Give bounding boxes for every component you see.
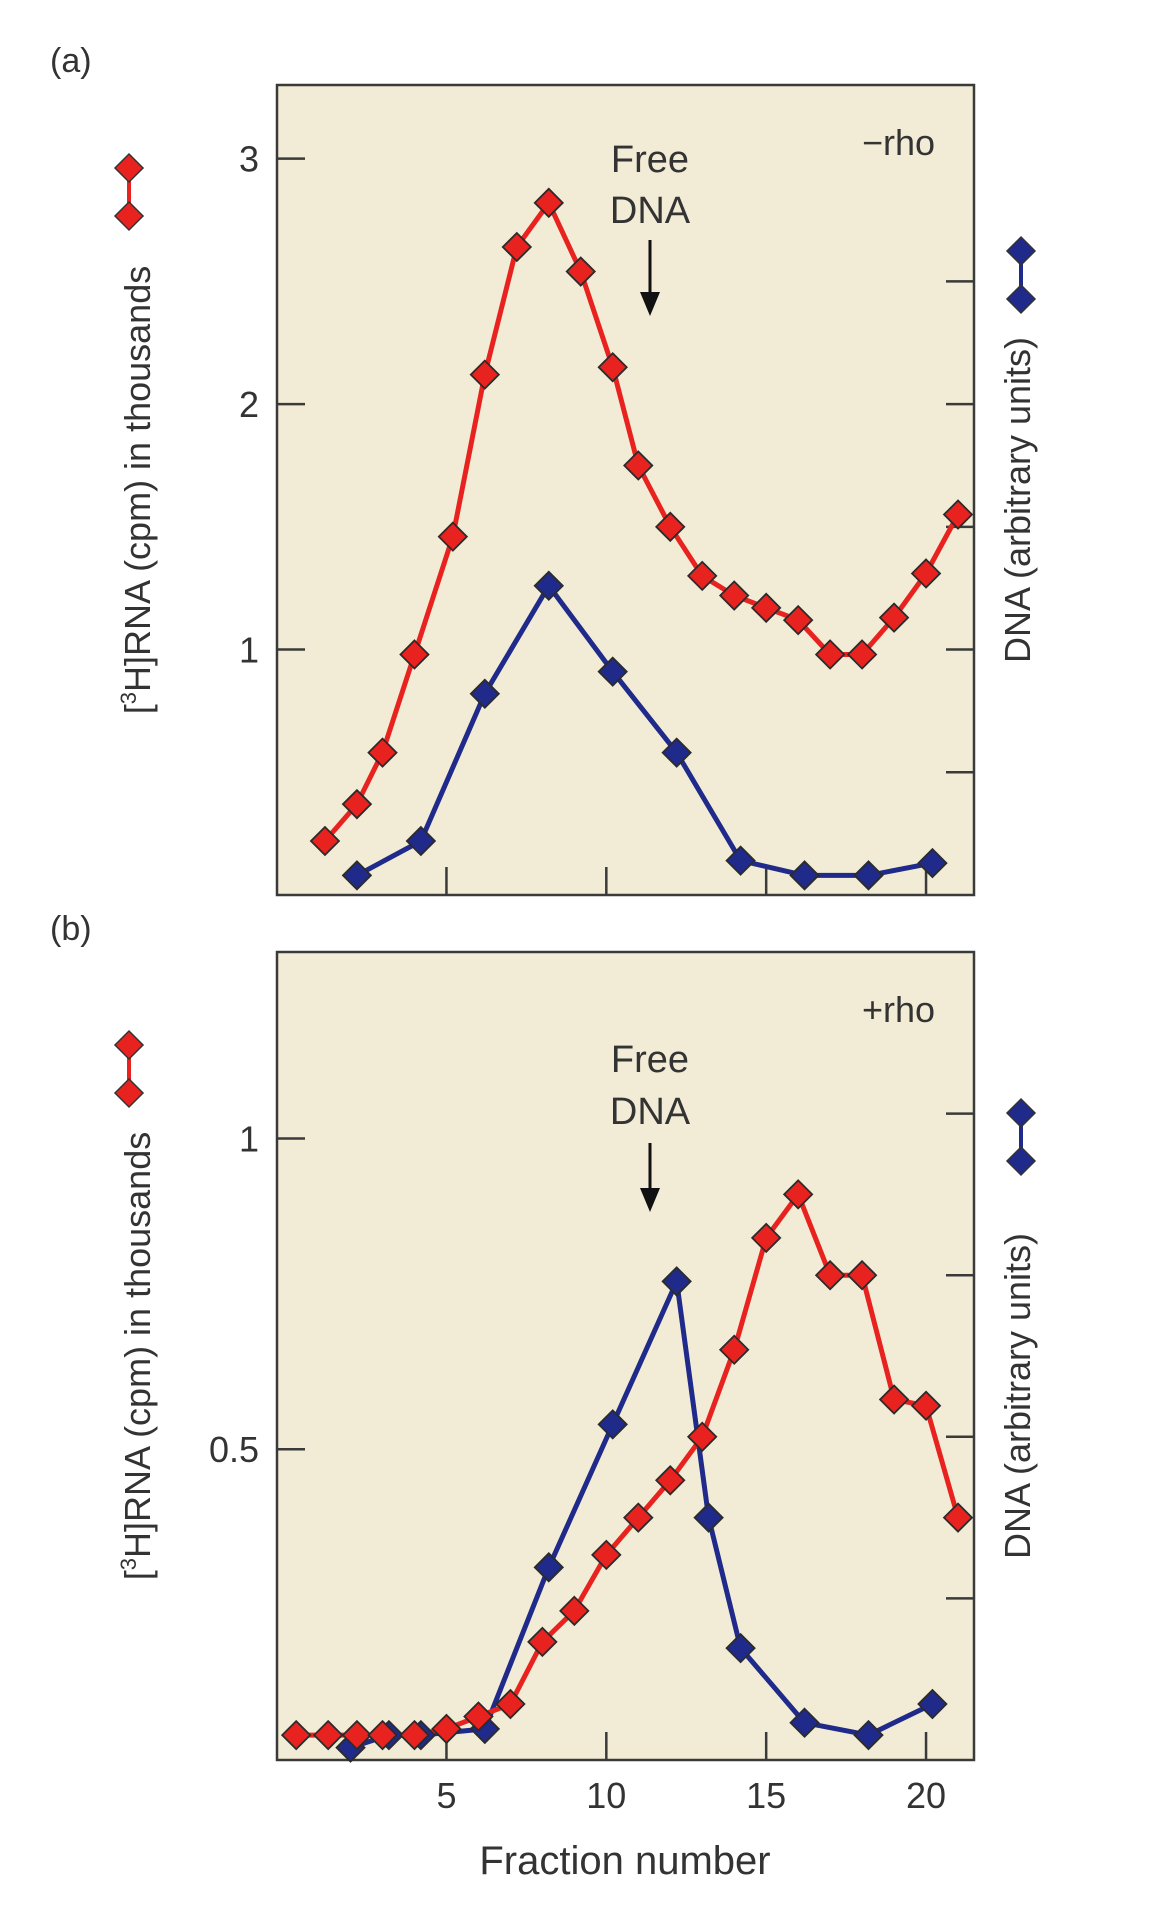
panel-b-x-tick-label: 5: [436, 1775, 456, 1816]
panel-b-arrow-label-line1: Free: [611, 1039, 689, 1081]
panel-a-annotation: −rho: [862, 122, 935, 163]
panel-b: (b) +rho Free DNA 0.515 10 15 20 [3H]RNA (c…: [50, 910, 1038, 1883]
panel-b-dna-point: [661, 1266, 692, 1297]
panel-a-dna-point: [469, 678, 501, 709]
panel-b-y-tick-label: 1: [239, 1118, 259, 1159]
panel-a-rna-point: [782, 604, 814, 636]
panel-b-rna-point: [718, 1334, 750, 1366]
panel-b-dna-point: [533, 1552, 565, 1583]
panel-a-y-axis-label: [3H]RNA (cpm) in thousands: [116, 266, 158, 714]
panel-a-rna-point: [341, 788, 373, 820]
panel-b-x-tick-label: 15: [746, 1775, 786, 1816]
panel-a-y2-axis-label: DNA (arbitrary units): [997, 337, 1038, 663]
panel-b-red-legend-glyph: [113, 1029, 145, 1109]
panel-b-rna-point: [750, 1222, 782, 1254]
panel-b-free-dna-arrow: [640, 1143, 660, 1212]
panel-b-y-axis-label: [3H]RNA (cpm) in thousands: [116, 1132, 158, 1580]
panel-b-y-tick-label: 0.5: [209, 1429, 259, 1470]
panel-b-rna-point: [495, 1688, 526, 1720]
panel-b-rna-point: [942, 1502, 974, 1533]
panel-a-dna-point: [917, 847, 948, 879]
panel-a-dna-point: [661, 737, 692, 768]
panel-a-y-tick-label: 3: [239, 139, 259, 180]
panel-a-blue-legend-glyph: [1005, 235, 1037, 315]
panel-b-y2-axis-label: DNA (arbitrary units): [997, 1233, 1038, 1559]
panel-a: (a) −rho Free DNA 1 2 3 [3H]RNA (cpm) in t…: [50, 42, 1038, 897]
panel-a-rna-point: [565, 256, 597, 287]
panel-b-dna-point: [725, 1632, 756, 1664]
panel-a-red-legend-glyph: [113, 152, 145, 232]
panel-a-dna-point: [405, 825, 437, 857]
panel-a-dna-point: [853, 860, 884, 891]
panel-a-rna-point: [910, 558, 942, 589]
panel-b-rna-point: [686, 1421, 718, 1453]
panel-b-rna-point: [910, 1390, 942, 1421]
panel-a-rna-point: [846, 639, 878, 670]
panel-a-rna-point: [750, 592, 782, 624]
panel-a-y-tick-label: 1: [239, 630, 259, 671]
panel-a-free-dna-arrow: [640, 240, 660, 316]
panel-a-rna-point: [437, 521, 469, 552]
panel-a-y-tick-label: 2: [239, 384, 259, 425]
panel-b-rna-point: [782, 1179, 814, 1210]
x-axis-label: Fraction number: [479, 1839, 770, 1883]
panel-b-dna-point: [917, 1688, 948, 1720]
panel-b-rna-point: [312, 1719, 344, 1751]
panel-b-rna-point: [367, 1719, 398, 1751]
panel-b-rna-point: [559, 1595, 590, 1627]
panel-b-arrow-label-line2: DNA: [610, 1091, 691, 1133]
panel-a-rna-point: [686, 560, 718, 592]
panel-b-dna-point: [853, 1719, 884, 1751]
panel-a-rna-point: [942, 499, 974, 530]
panel-b-rna-point: [846, 1259, 878, 1291]
panel-a-rna-point: [533, 187, 565, 219]
panel-b-series: [280, 1179, 974, 1763]
panel-b-blue-legend-glyph: [1005, 1097, 1037, 1177]
panel-a-rna-point: [718, 580, 750, 611]
panel-a-series-line-dna: [355, 583, 933, 878]
panel-b-rna-point: [814, 1259, 846, 1291]
panel-b-rna-point: [591, 1539, 622, 1571]
panel-a-dna-point: [789, 860, 820, 891]
panel-b-rna-point: [463, 1701, 494, 1732]
panel-b-annotation: +rho: [862, 989, 935, 1030]
panel-b-rna-point: [341, 1719, 373, 1751]
panel-b-rna-point: [623, 1502, 654, 1533]
panel-a-dna-point: [597, 656, 628, 687]
panel-a-arrow-label-line2: DNA: [610, 190, 691, 232]
panel-b-x-tick-label: 10: [586, 1775, 626, 1816]
panel-a-dna-point: [341, 860, 373, 891]
panel-a-rna-point: [654, 511, 686, 543]
panel-a-rna-point: [309, 825, 341, 857]
panel-b-rna-point: [431, 1713, 462, 1745]
panel-a-rna-point: [367, 737, 398, 768]
panel-a-rna-point: [501, 231, 533, 263]
panel-a-rna-point: [623, 450, 654, 481]
panel-b-x-tick-label: 20: [906, 1775, 946, 1816]
panel-b-rna-point: [399, 1719, 430, 1751]
panel-b-rna-point: [654, 1465, 686, 1496]
panel-b-dna-point: [597, 1409, 628, 1440]
panel-a-series: [309, 187, 974, 891]
panel-a-rna-point: [878, 602, 910, 633]
panel-b-plot-area: [275, 950, 976, 1762]
panel-a-plot-area: [275, 83, 976, 897]
panel-b-dna-point: [789, 1707, 820, 1738]
panel-a-rna-point: [597, 352, 628, 383]
panel-a-rna-point: [469, 359, 501, 390]
panel-a-label: (a): [50, 42, 92, 80]
panel-a-ticks: 1 2 3: [239, 139, 974, 895]
panel-a-dna-point: [725, 845, 756, 876]
panel-b-ticks: 0.515 10 15 20: [209, 1112, 974, 1816]
panel-b-dna-point: [693, 1502, 724, 1533]
panel-b-rna-point: [527, 1626, 558, 1658]
panel-b-rna-point: [280, 1719, 312, 1751]
panel-a-arrow-label-line1: Free: [611, 139, 689, 181]
panel-b-label: (b): [50, 910, 92, 948]
panel-a-dna-point: [533, 570, 565, 601]
panel-a-rna-point: [399, 639, 430, 670]
panel-b-rna-point: [878, 1384, 910, 1415]
panel-a-rna-point: [814, 639, 846, 670]
